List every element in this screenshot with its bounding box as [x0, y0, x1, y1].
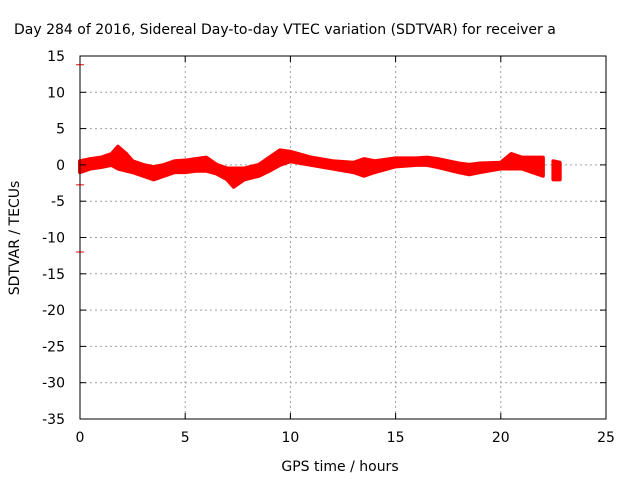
data-series	[76, 62, 562, 255]
y-tick-label: 15	[47, 49, 65, 65]
plot-frame	[79, 55, 607, 420]
y-tick-label: -10	[42, 231, 65, 247]
x-axis-label: GPS time / hours	[281, 459, 398, 475]
x-tick-label: 10	[281, 430, 299, 446]
x-tick-label: 25	[597, 430, 615, 446]
grid	[80, 56, 606, 419]
y-tick-label: -25	[42, 339, 65, 355]
y-tick-label: 0	[56, 158, 65, 174]
y-tick-label: 10	[47, 85, 65, 101]
y-tick-label: 5	[56, 122, 65, 138]
x-tick-label: 20	[492, 430, 510, 446]
data-band	[78, 144, 545, 189]
x-tick-label: 5	[181, 430, 190, 446]
y-tick-label: -30	[42, 376, 65, 392]
y-tick-label: -15	[42, 267, 65, 283]
chart-title: Day 284 of 2016, Sidereal Day-to-day VTE…	[14, 22, 556, 38]
y-tick-label: -5	[51, 194, 65, 210]
ticks: 0 5 10 15 20 25 15 10 5 0 -5 -10 -15 -20 -25 -30 -35	[42, 49, 615, 446]
x-tick-label: 0	[76, 430, 85, 446]
y-tick-label: -35	[42, 412, 65, 428]
y-tick-label: -20	[42, 303, 65, 319]
x-tick-label: 15	[387, 430, 405, 446]
data-band-tail	[551, 159, 562, 182]
y-axis-label: SDTVAR / TECUs	[7, 181, 23, 296]
